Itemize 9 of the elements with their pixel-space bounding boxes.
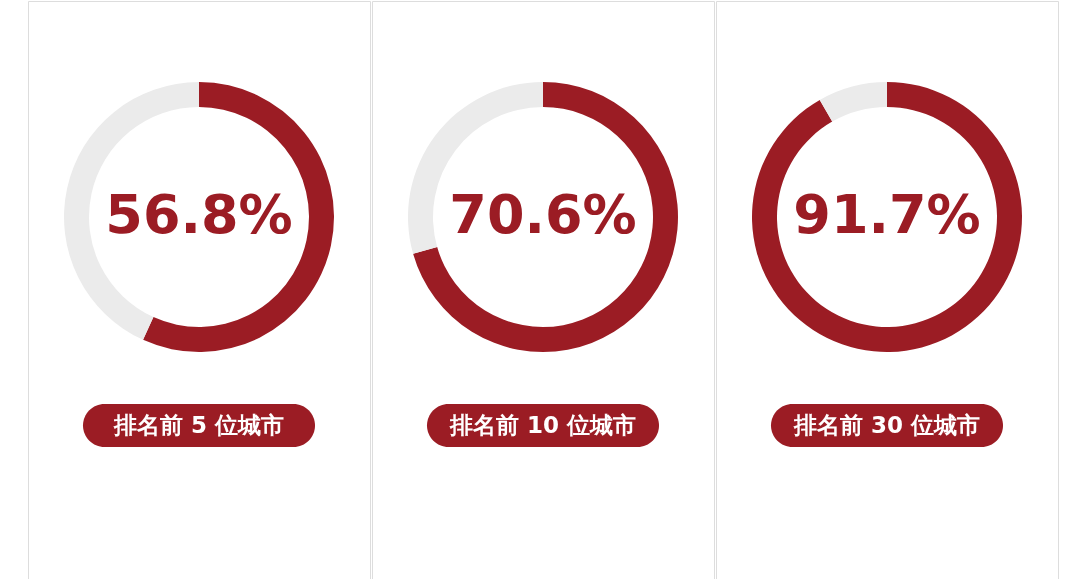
donut-slice	[752, 82, 1022, 352]
data-label: 70.6%	[449, 183, 637, 246]
data-label: 56.8%	[105, 183, 293, 246]
text: 排名前 5 位城市	[112, 412, 285, 438]
donut-slice	[819, 82, 887, 122]
text: 排名前 30 位城市	[792, 412, 981, 438]
text: 排名前 10 位城市	[448, 412, 637, 438]
data-label: 91.7%	[793, 183, 981, 246]
donut-slice	[413, 82, 678, 352]
